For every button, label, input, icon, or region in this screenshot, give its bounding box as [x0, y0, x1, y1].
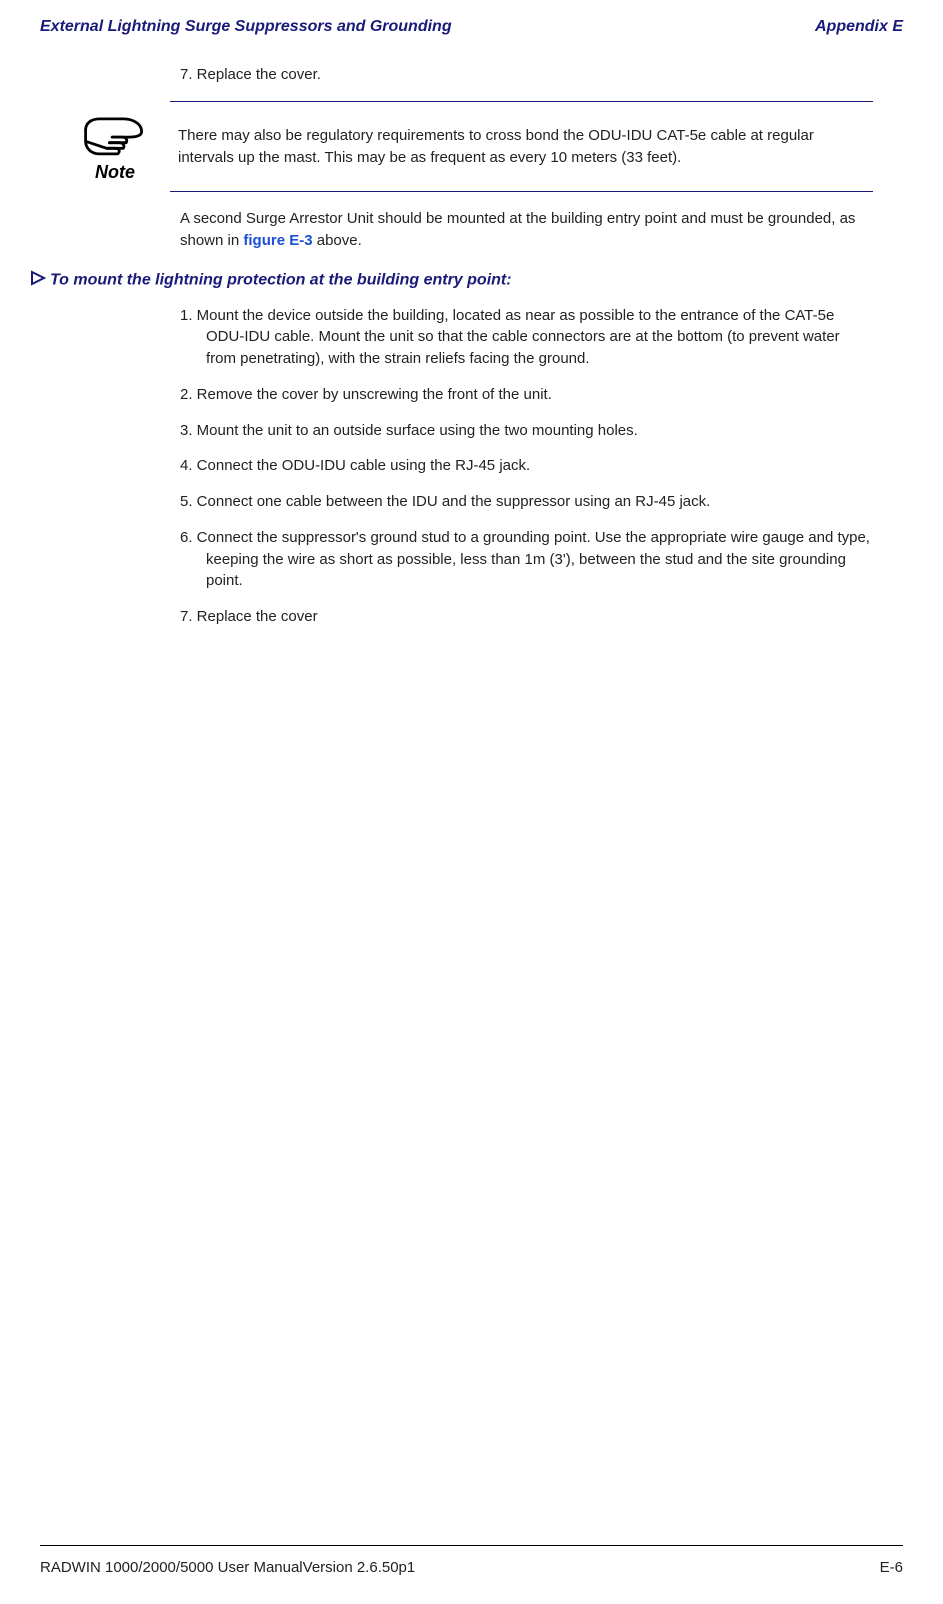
pointing-hand-icon — [80, 110, 150, 160]
note-rule-bottom — [170, 191, 873, 192]
note-label: Note — [95, 162, 135, 183]
list-item: 5. Connect one cable between the IDU and… — [180, 491, 873, 513]
header-left: External Lightning Surge Suppressors and… — [40, 18, 452, 36]
footer-right: E-6 — [880, 1559, 903, 1576]
note-text: There may also be regulatory requirement… — [178, 125, 873, 169]
list-item: 4. Connect the ODU-IDU cable using the R… — [180, 455, 873, 477]
figure-link[interactable]: figure E-3 — [243, 232, 312, 249]
footer-rule — [40, 1545, 903, 1546]
list-item: 7. Replace the cover — [180, 606, 873, 628]
second-arrestor-para: A second Surge Arrestor Unit should be m… — [180, 208, 873, 252]
list-item: 1. Mount the device outside the building… — [180, 305, 873, 370]
header-right: Appendix E — [815, 18, 903, 36]
procedure-heading: To mount the lightning protection at the… — [30, 270, 873, 291]
list-item: 3. Mount the unit to an outside surface … — [180, 420, 873, 442]
note-block: Note There may also be regulatory requir… — [70, 110, 873, 183]
step-replace-cover-top: 7. Replace the cover. — [180, 66, 873, 83]
procedure-list: 1. Mount the device outside the building… — [180, 305, 873, 628]
procedure-heading-text: To mount the lightning protection at the… — [50, 271, 512, 288]
list-item: 6. Connect the suppressor's ground stud … — [180, 527, 873, 592]
para-text-b: above. — [313, 232, 362, 249]
note-icon-box: Note — [70, 110, 160, 183]
note-rule-top — [170, 101, 873, 102]
list-item: 2. Remove the cover by unscrewing the fr… — [180, 384, 873, 406]
footer-left: RADWIN 1000/2000/5000 User ManualVersion… — [40, 1559, 415, 1576]
triangle-icon — [30, 270, 46, 291]
